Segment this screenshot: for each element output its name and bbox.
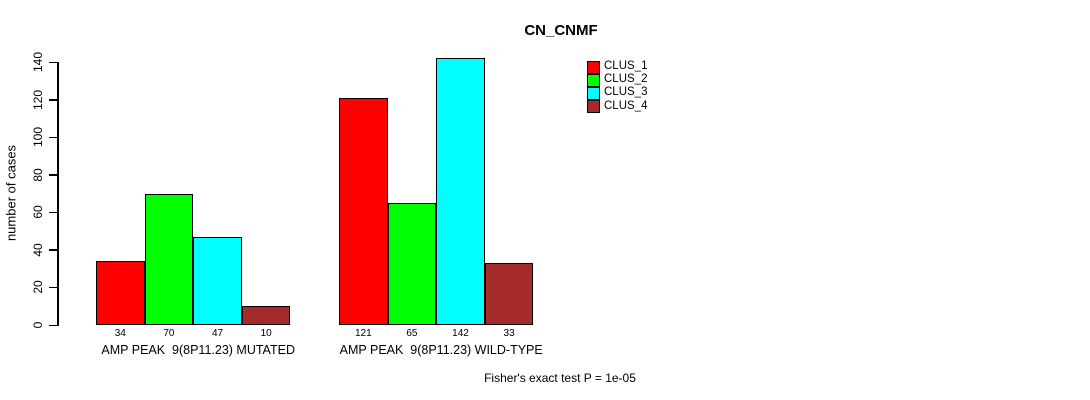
y-tick-label: 120 [31, 89, 45, 110]
legend-swatch-icon [587, 60, 600, 74]
bar-clus_3-group2 [436, 58, 485, 325]
y-tick-mark [49, 61, 57, 63]
y-tick-mark [49, 324, 57, 326]
fisher-test-annotation: Fisher's exact test P = 1e-05 [484, 371, 636, 385]
y-tick-label: 60 [31, 205, 45, 219]
y-tick-label: 40 [31, 243, 45, 257]
bar-value-label: 47 [211, 328, 224, 339]
bar-value-label: 33 [503, 328, 515, 339]
y-axis-line [57, 62, 59, 326]
y-tick-mark [49, 99, 57, 101]
y-tick-mark [49, 286, 57, 289]
y-tick-label: 80 [31, 168, 45, 182]
bar-clus_3-group1 [193, 236, 242, 325]
bar-clus_2-group1 [144, 193, 194, 325]
chart-title: CN_CNMF [524, 22, 598, 39]
bar-clus_2-group2 [387, 202, 437, 325]
bar-clus_4-group1 [241, 306, 291, 325]
y-tick-mark [49, 211, 57, 214]
legend-swatch-icon [587, 86, 600, 100]
legend-swatch-icon [587, 73, 600, 87]
legend-label: CLUS_3 [604, 86, 648, 99]
legend-swatch-icon [587, 100, 600, 114]
group-label-2: AMP PEAK 9(8P11.23) WILD-TYPE [339, 343, 543, 357]
y-tick-mark [49, 249, 57, 251]
y-tick-label: 140 [31, 51, 45, 73]
bar-value-label: 142 [452, 328, 469, 339]
bar-value-label: 34 [114, 328, 126, 339]
bar-value-label: 65 [406, 328, 418, 339]
bar-value-label: 121 [354, 328, 372, 339]
bar-value-label: 10 [260, 328, 272, 339]
y-tick-label: 20 [31, 280, 45, 295]
legend-label: CLUS_4 [604, 99, 648, 112]
y-tick-mark [49, 174, 57, 176]
bar-clus_1-group2 [339, 97, 388, 325]
y-tick-label: 0 [31, 321, 45, 329]
y-tick-mark [49, 136, 57, 139]
bar-value-label: 70 [163, 328, 175, 339]
bar-clus_4-group2 [484, 263, 534, 325]
legend-label: CLUS_1 [604, 60, 648, 72]
y-tick-label: 100 [31, 127, 45, 148]
group-label-1: AMP PEAK 9(8P11.23) MUTATED [101, 343, 295, 357]
bar-clus_1-group1 [96, 261, 145, 325]
y-axis-title: number of cases [3, 144, 19, 242]
legend-label: CLUS_2 [604, 73, 648, 86]
